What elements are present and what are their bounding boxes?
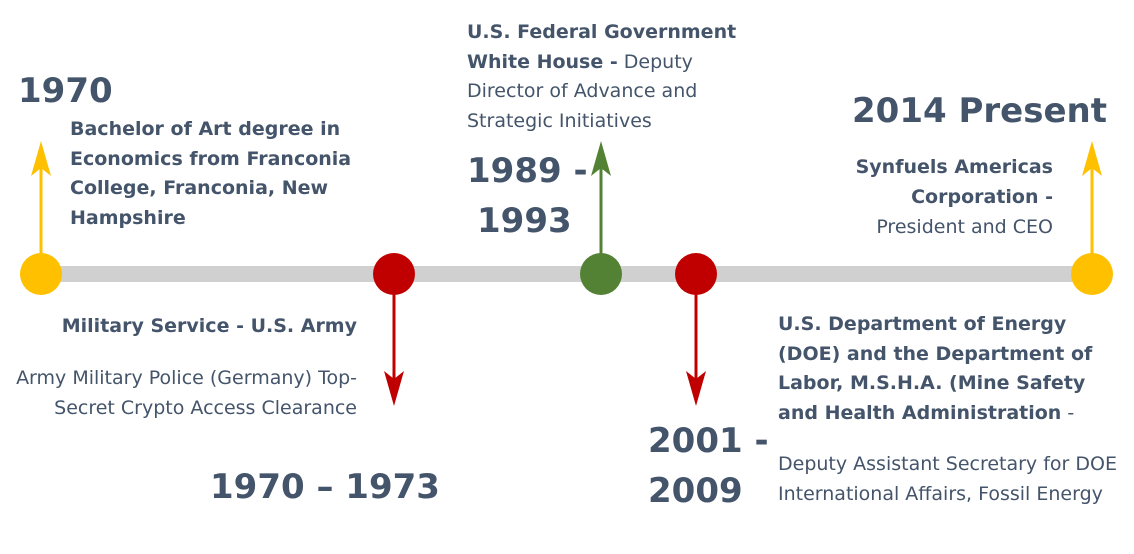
- year-2001-2009-line1: 2001 -: [648, 421, 769, 461]
- node-2014: [1071, 253, 1113, 295]
- year-2001-2009-line2: 2009: [648, 471, 743, 511]
- event-1970-title: Bachelor of Art degree in Economics from…: [70, 118, 352, 229]
- event-1970-1973-title: Military Service - U.S. Army: [61, 315, 357, 337]
- event-1970-1973-detail: Army Military Police (Germany) Top-Secre…: [16, 367, 357, 419]
- event-1989-1993-title-line1: U.S. Federal Government: [467, 21, 737, 43]
- arrowhead-1970: [31, 141, 51, 176]
- node-1989-1993: [580, 253, 622, 295]
- node-1970-1973: [373, 253, 415, 295]
- year-1970-1973: 1970 – 1973: [210, 467, 440, 507]
- arrowhead-1970-1973: [384, 371, 404, 406]
- arrowhead-1989-1993: [591, 141, 611, 176]
- arrowhead-2014: [1082, 141, 1102, 176]
- event-2001-2009-detail: Deputy Assistant Secretary for DOE Inter…: [778, 453, 1117, 505]
- year-1989-1993-line2: 1993: [477, 201, 572, 241]
- event-1989-1993-role-rest: Director of Advance and Strategic Initia…: [467, 80, 698, 132]
- node-2001-2009: [675, 253, 717, 295]
- year-1970: 1970: [18, 71, 113, 111]
- timeline-axis: [40, 266, 1092, 282]
- event-1989-1993-title-line2: White House -: [467, 50, 618, 73]
- event-2001-2009-title: U.S. Department of Energy (DOE) and the …: [778, 313, 1093, 424]
- event-1989-1993-role-line2: Deputy: [617, 50, 693, 73]
- event-1989-1993-text: U.S. Federal Government White House - De…: [467, 18, 767, 136]
- event-2014-title: Synfuels Americas Corporation -: [855, 156, 1053, 208]
- year-2014-present: 2014 Present: [852, 91, 1107, 131]
- event-2014-detail: President and CEO: [876, 216, 1053, 238]
- year-1989-1993-line1: 1989 -: [467, 151, 588, 191]
- node-1970: [20, 253, 62, 295]
- arrowhead-2001-2009: [686, 371, 706, 406]
